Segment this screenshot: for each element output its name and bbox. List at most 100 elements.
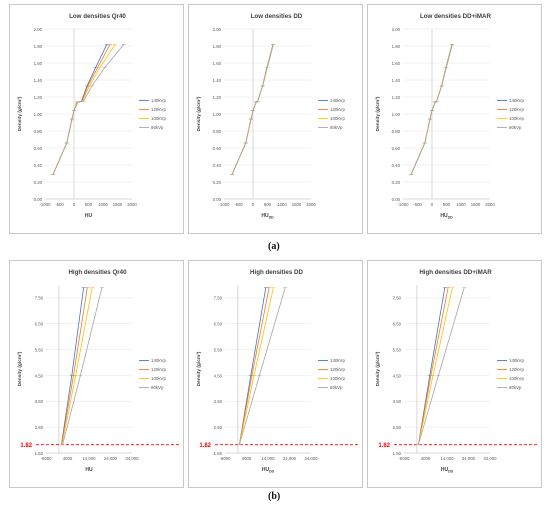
- y-tick-label: 3.50: [214, 399, 223, 404]
- y-tick-label: 1.20: [392, 95, 401, 100]
- y-axis-label: Density (g/cm³): [196, 96, 202, 131]
- legend-label-140kVp: 140kVp: [509, 98, 524, 103]
- reference-line-label: 1.82: [20, 443, 32, 449]
- y-tick-label: 3.50: [393, 399, 402, 404]
- x-tick-label: 24,000: [462, 456, 476, 461]
- y-tick-label: 1.20: [34, 95, 43, 100]
- series-line-100kVp: [418, 287, 453, 445]
- legend-label-140kVp: 140kVp: [330, 358, 345, 363]
- legend-label-140kVp: 140kVp: [509, 358, 524, 363]
- x-tick-label: 1500: [113, 202, 123, 207]
- x-tick-label: -6000: [399, 456, 411, 461]
- y-tick-label: 1.40: [213, 78, 222, 83]
- chart-svg: High densities Qr40 1.50 2.50 3.50 4.50 5.50 6…: [17, 269, 179, 473]
- series-line-140kVp: [231, 44, 274, 175]
- series-line-80kVp: [62, 287, 103, 445]
- y-tick-label: 1.00: [392, 112, 401, 117]
- x-axis-label-subscript: DD: [269, 470, 275, 474]
- chart-panel-low-dd: Low densities DD 0.00 0.20 0.40 0.60 0.80 1.00…: [188, 4, 363, 234]
- y-tick-label: 0.40: [34, 163, 43, 168]
- series-line-140kVp: [52, 44, 108, 175]
- y-tick-label: 0.20: [34, 180, 43, 185]
- legend-label-140kVp: 140kVp: [330, 98, 345, 103]
- legend-label-100kVp: 100kVp: [330, 116, 345, 121]
- x-tick-label: 4000: [421, 456, 431, 461]
- y-tick-label: 0.00: [392, 197, 401, 202]
- x-axis-label: HUDD: [261, 213, 274, 220]
- x-tick-label: 2000: [306, 202, 316, 207]
- legend-label-140kVp: 140kVp: [151, 358, 166, 363]
- x-tick-label: 2000: [485, 202, 495, 207]
- y-tick-label: 7.50: [393, 296, 402, 301]
- legend-label-80kVp: 80kVp: [330, 385, 343, 390]
- chart-title: High densities Qr40: [68, 269, 127, 276]
- series-line-120kVp: [239, 287, 270, 445]
- series-line-120kVp: [231, 44, 274, 175]
- x-axis-label-subscript: DD: [448, 216, 454, 220]
- y-tick-label: 4.50: [393, 373, 402, 378]
- legend-label-80kVp: 80kVp: [151, 385, 164, 390]
- x-tick-label: 500: [264, 202, 272, 207]
- chart-title: High densities DD+iMAR: [419, 269, 492, 276]
- chart-title: High densities DD: [250, 269, 303, 276]
- y-axis-label: Density (g/cm³): [17, 351, 23, 386]
- y-tick-label: 1.80: [213, 44, 222, 49]
- x-tick-label: 34,000: [125, 456, 139, 461]
- y-tick-label: 1.50: [214, 451, 223, 456]
- y-tick-label: 0.00: [34, 197, 43, 202]
- chart-svg: Low densities DD+iMAR 0.00 0.20 0.40 0.60 0.8…: [375, 13, 524, 220]
- chart-panel-high-dd-imar: High densities DD+iMAR 1.50 2.50 3.50 4.50 5.…: [367, 260, 542, 488]
- chart-panel-low-dd-imar: Low densities DD+iMAR 0.00 0.20 0.40 0.60 0.8…: [367, 4, 542, 234]
- series-line-120kVp: [410, 44, 453, 175]
- legend-label-120kVp: 120kVp: [330, 367, 345, 372]
- x-tick-label: 24,000: [104, 456, 118, 461]
- reference-line-label: 1.82: [378, 443, 390, 449]
- chart-svg: Low densities DD 0.00 0.20 0.40 0.60 0.80 1.00…: [196, 13, 345, 220]
- y-tick-label: 0.20: [213, 180, 222, 185]
- x-tick-label: 1000: [456, 202, 466, 207]
- x-tick-label: 1500: [292, 202, 302, 207]
- y-tick-label: 1.50: [393, 451, 402, 456]
- x-tick-label: 34,000: [304, 456, 318, 461]
- legend-label-120kVp: 120kVp: [509, 107, 524, 112]
- chart-title: Low densities DD: [251, 13, 303, 20]
- x-tick-label: 0: [252, 202, 255, 207]
- chart-svg: Low densities Qr40 0.00 0.20 0.40 0.60 0.80 1.…: [17, 13, 166, 219]
- y-tick-label: 2.50: [35, 425, 44, 430]
- x-tick-label: 14,000: [82, 456, 96, 461]
- y-tick-label: 2.50: [214, 425, 223, 430]
- y-tick-label: 5.50: [214, 347, 223, 352]
- series-line-140kVp: [61, 287, 84, 445]
- x-tick-label: 1000: [277, 202, 287, 207]
- y-tick-label: 4.50: [214, 373, 223, 378]
- legend-label-120kVp: 120kVp: [509, 367, 524, 372]
- chart-panel-low-qr40: Low densities Qr40 0.00 0.20 0.40 0.60 0.80 1.…: [9, 4, 184, 234]
- y-tick-label: 2.50: [393, 425, 402, 430]
- x-tick-label: 4000: [63, 456, 73, 461]
- legend-label-120kVp: 120kVp: [330, 107, 345, 112]
- x-axis-label: HU: [85, 213, 93, 219]
- x-tick-label: 1500: [471, 202, 481, 207]
- y-tick-label: 0.40: [213, 163, 222, 168]
- chart-svg: High densities DD 1.50 2.50 3.50 4.50 5.50 6.5…: [196, 269, 358, 474]
- y-tick-label: 3.50: [35, 399, 44, 404]
- legend-label-100kVp: 100kVp: [151, 376, 166, 381]
- series-line-100kVp: [231, 44, 274, 175]
- y-tick-label: 1.40: [392, 78, 401, 83]
- x-tick-label: -6000: [41, 456, 53, 461]
- legend-label-80kVp: 80kVp: [151, 125, 164, 130]
- y-tick-label: 0.60: [213, 146, 222, 151]
- x-tick-label: -500: [413, 202, 422, 207]
- y-tick-label: 6.50: [214, 322, 223, 327]
- x-tick-label: -6000: [220, 456, 232, 461]
- series-line-100kVp: [61, 287, 93, 445]
- x-tick-label: 34,000: [483, 456, 497, 461]
- series-line-80kVp: [239, 287, 286, 445]
- x-tick-label: -1000: [398, 202, 410, 207]
- x-tick-label: 2000: [127, 202, 137, 207]
- chart-title: Low densities DD+iMAR: [420, 13, 492, 20]
- y-axis-label: Density (g/cm³): [375, 96, 381, 131]
- x-tick-label: 0: [431, 202, 434, 207]
- x-tick-label: -1000: [40, 202, 52, 207]
- y-tick-label: 0.60: [392, 146, 401, 151]
